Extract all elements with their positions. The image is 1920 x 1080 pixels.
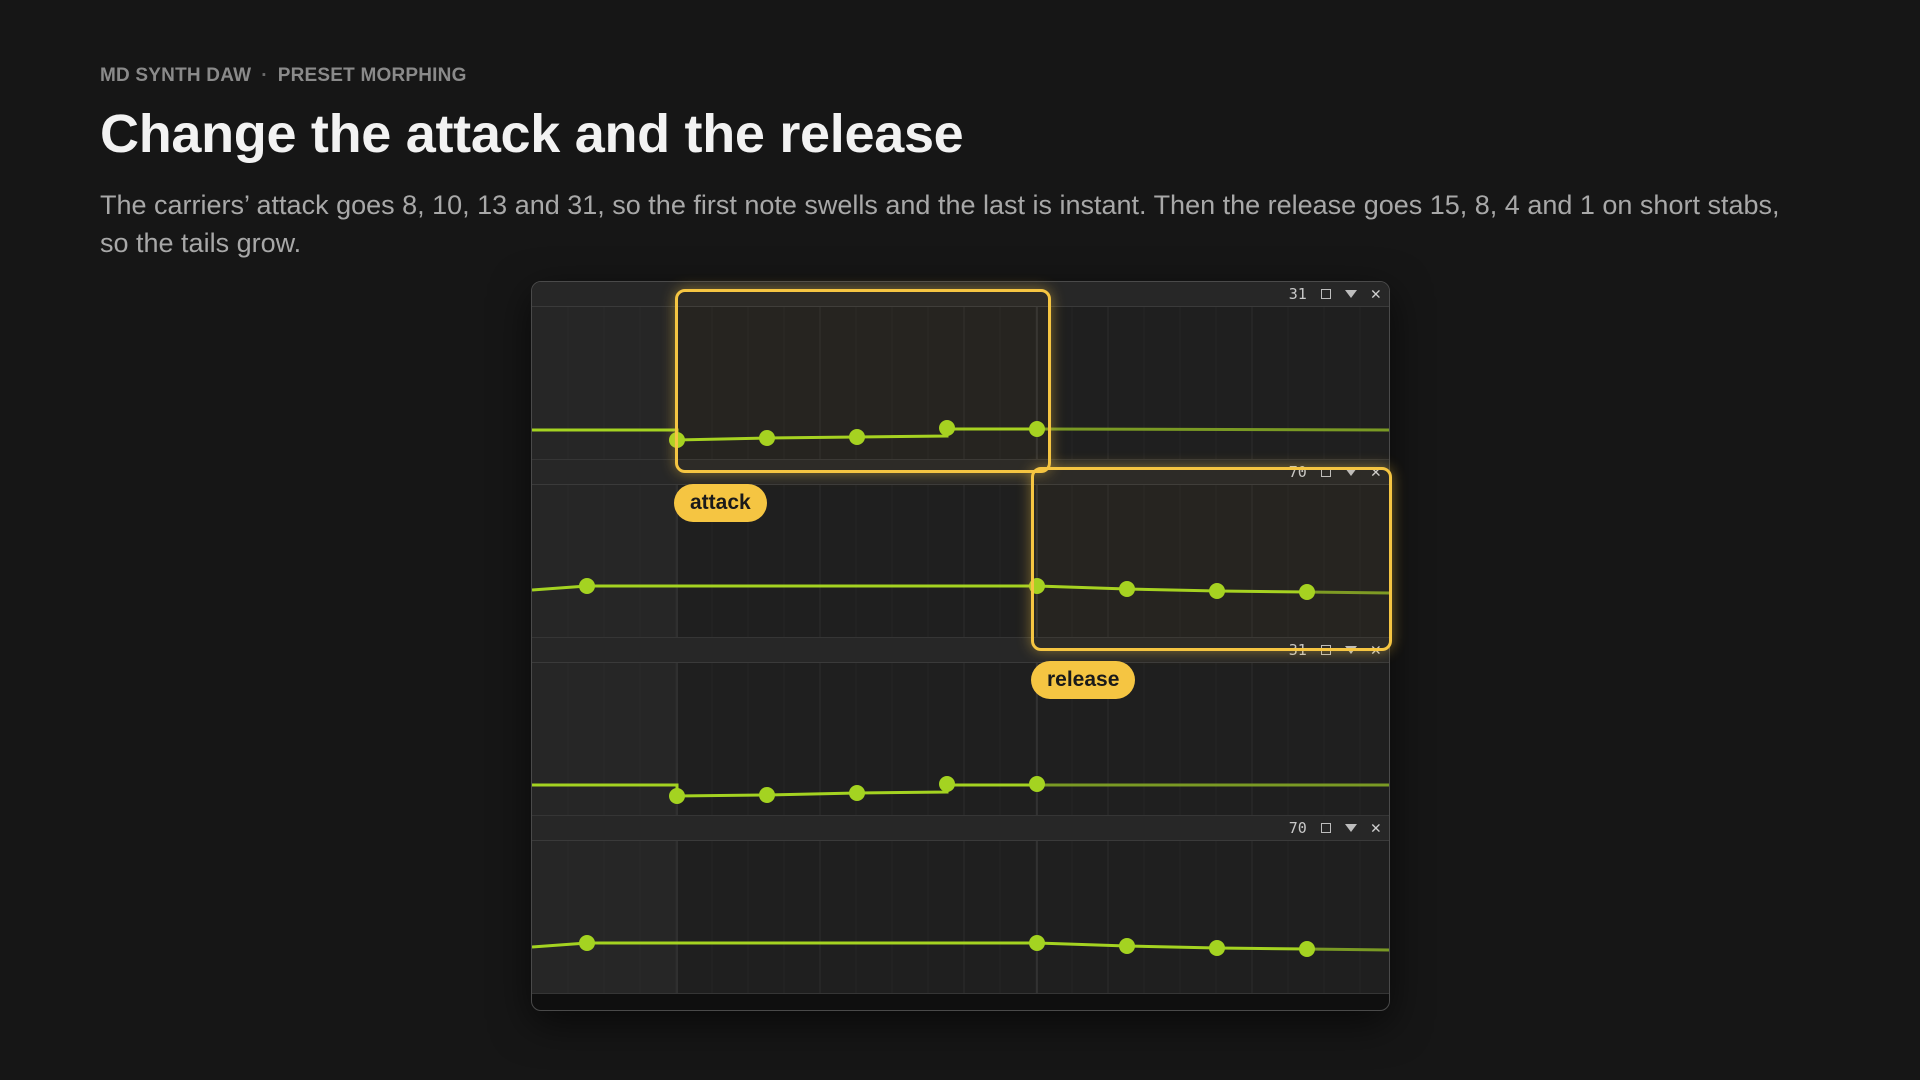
release-callout-label: release: [1031, 661, 1136, 699]
automation-point: [1029, 935, 1045, 951]
close-icon[interactable]: ✕: [1370, 283, 1381, 304]
automation-point: [849, 429, 865, 445]
attack-highlight-box: [675, 289, 1051, 473]
lane-curve-svg: [532, 663, 1389, 815]
lane-body[interactable]: [532, 663, 1389, 816]
lane-body[interactable]: [532, 307, 1389, 460]
lane-curve-svg: [532, 485, 1389, 637]
breadcrumb: MD SYNTH DAW · PRESET MORPHING: [100, 65, 467, 87]
page-title: Change the attack and the release: [100, 104, 964, 164]
lane-header: 31 ✕: [532, 282, 1389, 307]
automation-point: [1029, 776, 1045, 792]
close-icon[interactable]: ✕: [1370, 461, 1381, 482]
automation-lane-3: 31 ✕: [532, 638, 1389, 816]
automation-point: [759, 430, 775, 446]
automation-point: [579, 935, 595, 951]
automation-point: [1119, 938, 1135, 954]
lane-curve-svg: [532, 841, 1389, 993]
automation-point: [759, 787, 775, 803]
automation-lane-1: 31 ✕: [532, 282, 1389, 460]
automation-point: [849, 785, 865, 801]
lane-body[interactable]: [532, 841, 1389, 994]
automation-lane-4: 70 ✕: [532, 816, 1389, 994]
lane-value: 70: [1288, 819, 1307, 837]
dropdown-triangle-icon[interactable]: [1344, 468, 1357, 476]
automation-point: [579, 578, 595, 594]
release-highlight-box: [1031, 467, 1392, 651]
lane-header: 70 ✕: [532, 816, 1389, 841]
automation-point: [669, 788, 685, 804]
page-description: The carriers’ attack goes 8, 10, 13 and …: [100, 190, 1780, 258]
lane-value: 31: [1288, 285, 1307, 303]
automation-point: [1209, 940, 1225, 956]
square-icon[interactable]: [1320, 823, 1331, 833]
breadcrumb-section: PRESET MORPHING: [277, 65, 467, 86]
automation-point: [1299, 584, 1315, 600]
breadcrumb-app: MD SYNTH DAW: [100, 65, 252, 86]
close-icon[interactable]: ✕: [1370, 817, 1381, 838]
dropdown-triangle-icon[interactable]: [1344, 290, 1357, 298]
automation-point: [1299, 941, 1315, 957]
automation-point: [939, 776, 955, 792]
attack-callout-label: attack: [674, 484, 767, 522]
automation-point: [1119, 581, 1135, 597]
dropdown-triangle-icon[interactable]: [1344, 824, 1357, 832]
square-icon[interactable]: [1320, 289, 1331, 299]
automation-point: [1209, 583, 1225, 599]
automation-point: [939, 420, 955, 436]
breadcrumb-separator: ·: [261, 65, 268, 86]
automation-point: [1029, 421, 1045, 437]
